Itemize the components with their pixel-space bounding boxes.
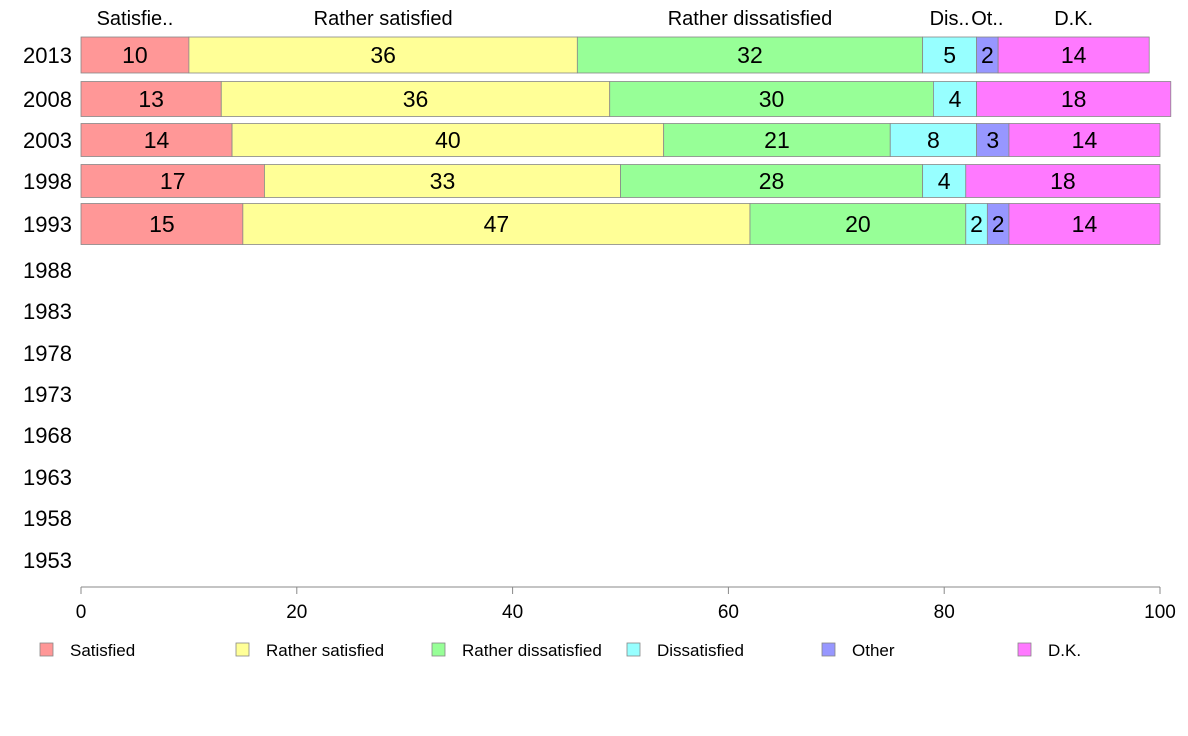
x-tick-label-20: 20 bbox=[286, 602, 307, 623]
top-label-rather-dissatisfied: Rather dissatisfied bbox=[668, 8, 833, 30]
legend-swatch-rather-dissatisfied bbox=[431, 642, 446, 657]
top-label-rather-satisfied: Rather satisfied bbox=[314, 8, 453, 30]
bar-segment-2008-rather-satisfied bbox=[220, 81, 611, 117]
data-label-2008-dissatisfied: 4 bbox=[949, 86, 962, 112]
bar-segment-2003-other bbox=[976, 123, 1010, 157]
legend-label-rather-dissatisfied: Rather dissatisfied bbox=[462, 641, 602, 660]
y-tick-label-1998: 1998 bbox=[23, 169, 72, 194]
y-tick-label-1963: 1963 bbox=[23, 465, 72, 490]
data-label-1993-d-k: 14 bbox=[1072, 211, 1098, 237]
y-tick-label-1988: 1988 bbox=[23, 258, 72, 283]
data-label-2003-d-k: 14 bbox=[1072, 127, 1098, 153]
data-label-2008-rather-dissatisfied: 30 bbox=[759, 86, 785, 112]
x-tick-label-80: 80 bbox=[934, 602, 955, 623]
data-label-2008-rather-satisfied: 36 bbox=[403, 86, 429, 112]
data-label-2003-dissatisfied: 8 bbox=[927, 127, 940, 153]
data-label-1998-satisfied: 17 bbox=[160, 168, 186, 194]
y-tick-label-1953: 1953 bbox=[23, 548, 72, 573]
legend-swatch-d-k bbox=[1017, 642, 1032, 657]
legend-label-satisfied: Satisfied bbox=[70, 641, 135, 660]
data-label-2013-dissatisfied: 5 bbox=[943, 42, 956, 68]
data-label-2003-satisfied: 14 bbox=[144, 127, 170, 153]
x-tick-label-60: 60 bbox=[718, 602, 739, 623]
bar-segment-2003-rather-satisfied bbox=[231, 123, 665, 157]
data-label-2013-rather-satisfied: 36 bbox=[370, 42, 396, 68]
data-label-2003-rather-dissatisfied: 21 bbox=[764, 127, 790, 153]
y-tick-label-1978: 1978 bbox=[23, 341, 72, 366]
bar-segment-2003-rather-dissatisfied bbox=[663, 123, 891, 157]
data-label-1993-rather-dissatisfied: 20 bbox=[845, 211, 871, 237]
y-tick-label-1968: 1968 bbox=[23, 423, 72, 448]
top-label-d-k: D.K. bbox=[1054, 8, 1093, 30]
data-label-1998-dissatisfied: 4 bbox=[938, 168, 951, 194]
data-label-1998-rather-satisfied: 33 bbox=[430, 168, 456, 194]
data-label-1993-rather-satisfied: 47 bbox=[484, 211, 510, 237]
bar-segment-2013-rather-dissatisfied bbox=[576, 36, 924, 74]
data-label-2013-other: 2 bbox=[981, 42, 994, 68]
legend-label-dissatisfied: Dissatisfied bbox=[657, 641, 744, 660]
bar-segment-2008-dissatisfied bbox=[933, 81, 977, 117]
bar-segment-2008-d-k bbox=[976, 81, 1172, 117]
bar-segment-2008-satisfied bbox=[80, 81, 222, 117]
x-tick-label-0: 0 bbox=[76, 602, 87, 623]
top-label-satisfied: Satisfie.. bbox=[97, 8, 174, 30]
data-label-2008-d-k: 18 bbox=[1061, 86, 1087, 112]
data-label-1998-d-k: 18 bbox=[1050, 168, 1076, 194]
data-label-1993-dissatisfied: 2 bbox=[970, 211, 983, 237]
bar-segment-1993-d-k bbox=[1008, 203, 1161, 245]
y-tick-label-2003: 2003 bbox=[23, 128, 72, 153]
bar-segment-1998-d-k bbox=[965, 164, 1161, 198]
bar-segment-2003-d-k bbox=[1008, 123, 1161, 157]
legend-swatch-other bbox=[821, 642, 836, 657]
bar-segment-1998-rather-dissatisfied bbox=[620, 164, 924, 198]
data-label-2013-rather-dissatisfied: 32 bbox=[737, 42, 763, 68]
y-tick-label-1958: 1958 bbox=[23, 506, 72, 531]
y-tick-label-1983: 1983 bbox=[23, 299, 72, 324]
x-tick-label-100: 100 bbox=[1144, 602, 1176, 623]
data-label-2003-rather-satisfied: 40 bbox=[435, 127, 461, 153]
bar-segment-1993-rather-satisfied bbox=[242, 203, 751, 245]
legend-label-d-k: D.K. bbox=[1048, 641, 1081, 660]
x-tick-label-40: 40 bbox=[502, 602, 523, 623]
data-label-1998-rather-dissatisfied: 28 bbox=[759, 168, 785, 194]
legend-swatch-dissatisfied bbox=[626, 642, 641, 657]
y-tick-label-2008: 2008 bbox=[23, 87, 72, 112]
legend-swatch-satisfied bbox=[39, 642, 54, 657]
data-label-2013-d-k: 14 bbox=[1061, 42, 1087, 68]
bar-segment-2013-d-k bbox=[997, 36, 1150, 74]
bar-segment-2003-dissatisfied bbox=[889, 123, 977, 157]
data-label-2008-satisfied: 13 bbox=[138, 86, 164, 112]
bar-segment-1993-satisfied bbox=[80, 203, 244, 245]
data-label-2013-satisfied: 10 bbox=[122, 42, 148, 68]
bar-segment-2008-rather-dissatisfied bbox=[609, 81, 934, 117]
bar-segment-1993-rather-dissatisfied bbox=[749, 203, 967, 245]
legend-label-other: Other bbox=[852, 641, 895, 660]
data-label-1993-other: 2 bbox=[992, 211, 1005, 237]
bar-segment-1998-satisfied bbox=[80, 164, 265, 198]
legend-label-rather-satisfied: Rather satisfied bbox=[266, 641, 384, 660]
legend-swatch-rather-satisfied bbox=[235, 642, 250, 657]
data-label-1993-satisfied: 15 bbox=[149, 211, 175, 237]
bar-segment-2013-rather-satisfied bbox=[188, 36, 578, 74]
bar-segment-2013-satisfied bbox=[80, 36, 190, 74]
y-tick-label-1973: 1973 bbox=[23, 382, 72, 407]
data-label-2003-other: 3 bbox=[986, 127, 999, 153]
y-tick-label-2013: 2013 bbox=[23, 43, 72, 68]
bar-segment-1998-rather-satisfied bbox=[264, 164, 621, 198]
bar-segment-2003-satisfied bbox=[80, 123, 233, 157]
top-label-dissatisfied: Dis.. bbox=[930, 8, 970, 30]
y-tick-label-1993: 1993 bbox=[23, 212, 72, 237]
top-label-other: Ot.. bbox=[971, 8, 1003, 30]
